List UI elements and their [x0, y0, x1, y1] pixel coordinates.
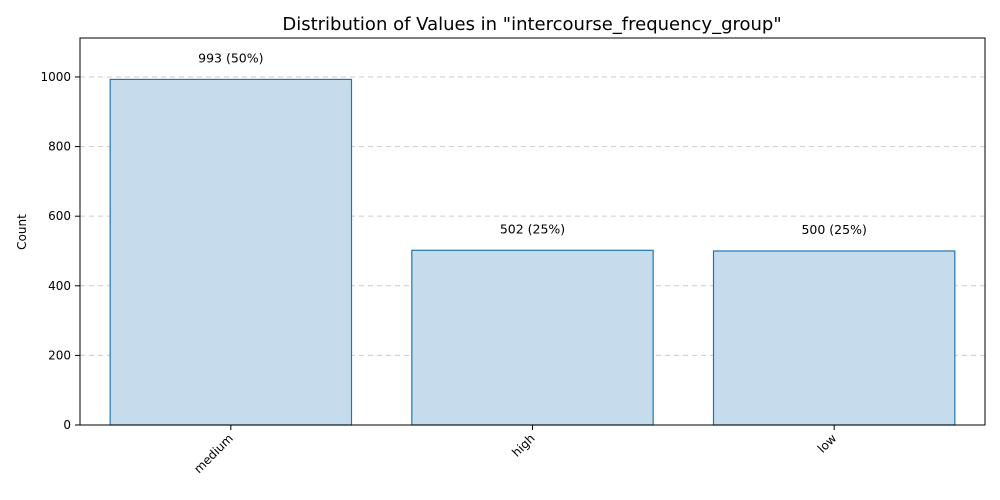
y-tick-label: 200: [48, 348, 71, 362]
bar-low: [712, 250, 956, 426]
y-tick-label: 800: [48, 140, 71, 154]
data-label-medium: 993 (50%): [198, 50, 263, 65]
y-tick-label: 400: [48, 279, 71, 293]
y-tick-label: 0: [63, 418, 71, 432]
data-label-low: 500 (25%): [801, 222, 866, 237]
data-labels: 993 (50%) 502 (25%) 500 (25%): [198, 50, 867, 237]
bar-high: [411, 249, 654, 426]
y-axis-ticks: 0 200 400 600 800 1000: [40, 70, 80, 432]
y-tick-label: 1000: [40, 70, 71, 84]
x-tick-label-low: low: [815, 431, 840, 456]
y-tick-label: 600: [48, 209, 71, 223]
data-label-high: 502 (25%): [500, 221, 565, 236]
bar-medium: [109, 78, 353, 426]
bars: [109, 78, 956, 426]
x-tick-label-high: high: [509, 431, 537, 459]
x-tick-label-medium: medium: [191, 431, 236, 476]
chart-title: Distribution of Values in "intercourse_f…: [282, 14, 781, 35]
y-axis-label: Count: [15, 214, 29, 250]
x-axis-ticks: medium high low: [191, 425, 839, 476]
